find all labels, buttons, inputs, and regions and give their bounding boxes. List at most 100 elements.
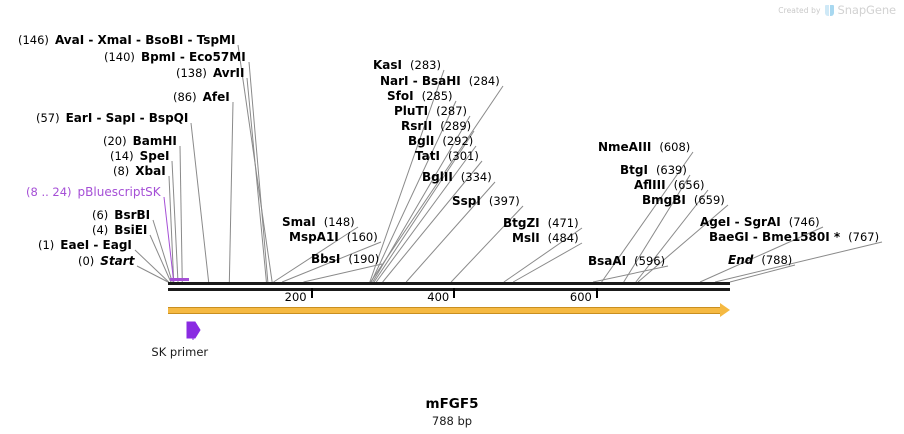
site-position: (596) (634, 254, 666, 268)
site-name-separator: - (175, 50, 189, 64)
orf-arrow-body[interactable] (168, 307, 721, 314)
restriction-site-sspi[interactable]: SspI (397) (452, 195, 520, 208)
site-name: EarI (65, 111, 93, 125)
site-position: (656) (673, 178, 705, 192)
site-name: BsrBI (114, 208, 151, 222)
site-name: AvaI (54, 33, 85, 47)
leader-line (729, 264, 796, 283)
restriction-site-end[interactable]: End (788) (728, 254, 792, 267)
site-name: BsaHI (421, 74, 461, 88)
site-position: (289) (440, 119, 472, 133)
restriction-site-xbai[interactable]: (8) XbaI (113, 165, 166, 178)
restriction-site-bsiei[interactable]: (4) BsiEI (92, 224, 147, 237)
site-position: (788) (761, 253, 793, 267)
ruler-tick-label: 600 (569, 290, 592, 304)
restriction-site-avai-cluster[interactable]: (146) AvaI - XmaI - BsoBI - TspMI (18, 34, 235, 47)
site-name: AgeI (700, 215, 731, 229)
site-name: BamHI (132, 134, 177, 148)
leader-line (237, 44, 273, 283)
site-name-separator: - (748, 230, 763, 244)
feature-name: pBluescriptSK (77, 185, 161, 199)
sk-primer-label: SK primer (151, 345, 209, 359)
site-name: BglII (422, 170, 453, 184)
restriction-site-msli[interactable]: MslI (484) (512, 232, 579, 245)
page-title: mFGF5 (425, 396, 479, 412)
restriction-site-bpmi-cluster[interactable]: (140) BpmI - Eco57MI (104, 51, 246, 64)
site-position: (284) (468, 74, 500, 88)
site-name: End (728, 253, 754, 267)
site-position: (86) (173, 90, 197, 104)
site-name: TatI (415, 149, 440, 163)
site-name: BbsI (311, 252, 341, 266)
site-position: (484) (547, 231, 579, 245)
ruler-tick-mark (453, 288, 456, 298)
site-position: (8) (113, 164, 130, 178)
restriction-site-nari-cluster[interactable]: NarI - BsaHI (284) (380, 75, 500, 88)
ruler-tick-mark (310, 288, 313, 298)
site-name-separator: - (183, 33, 197, 47)
restriction-site-bsrbi[interactable]: (6) BsrBI (92, 209, 150, 222)
site-name: BmgBI (642, 193, 686, 207)
site-position: (283) (410, 58, 441, 72)
site-name: SpeI (139, 149, 170, 163)
restriction-site-tati[interactable]: TatI (301) (415, 150, 479, 163)
restriction-site-bbsi[interactable]: BbsI (190) (311, 253, 379, 266)
restriction-site-afliii[interactable]: AflIII (656) (634, 179, 705, 192)
site-position: (14) (110, 149, 134, 163)
restriction-site-eari-cluster[interactable]: (57) EarI - SapI - BspQI (36, 112, 188, 125)
restriction-site-btgi[interactable]: BtgI (639) (620, 164, 687, 177)
site-name: BtgI (620, 163, 648, 177)
restriction-site-bglii[interactable]: BglII (334) (422, 171, 492, 184)
restriction-site-sfoi[interactable]: SfoI (285) (387, 90, 453, 103)
leader-line (134, 249, 170, 283)
site-name-separator: - (89, 238, 103, 252)
restriction-site-agei-cluster[interactable]: AgeI - SgrAI (746) (700, 216, 820, 229)
site-name: BaeGI (709, 230, 749, 244)
restriction-site-afei[interactable]: (86) AfeI (173, 91, 230, 104)
site-name: SspI (452, 194, 481, 208)
restriction-site-spei[interactable]: (14) SpeI (110, 150, 169, 163)
feature-bar-pbluescriptsk[interactable] (169, 278, 190, 281)
restriction-site-mspa1i[interactable]: MspA1I (160) (289, 231, 378, 244)
feature-label-pbluescriptsk[interactable]: (8 .. 24) pBluescriptSK (26, 186, 161, 199)
ruler-tick-label: 200 (284, 290, 307, 304)
site-position: (767) (848, 230, 880, 244)
leader-line (248, 61, 269, 283)
restriction-site-bamhi[interactable]: (20) BamHI (103, 135, 177, 148)
restriction-site-pluti[interactable]: PluTI (287) (394, 105, 467, 118)
restriction-site-baegi-cluster[interactable]: BaeGI - Bme1580I * (767) (709, 231, 879, 244)
restriction-site-bmgbi[interactable]: BmgBI (659) (642, 194, 725, 207)
site-position: (471) (547, 216, 579, 230)
ruler-tick-mark (595, 288, 598, 298)
restriction-site-start[interactable]: (0) Start (78, 255, 134, 268)
sk-primer-arrow[interactable] (185, 320, 201, 344)
site-name: BsaAI (588, 254, 627, 268)
site-position: (397) (488, 194, 520, 208)
site-name: SfoI (387, 89, 414, 103)
ruler-tick-label: 400 (427, 290, 450, 304)
snapgene-logo-icon (824, 4, 834, 16)
site-position: (285) (421, 89, 453, 103)
restriction-site-btgzi[interactable]: BtgZI (471) (503, 217, 579, 230)
site-name: SmaI (282, 215, 316, 229)
site-name: MspA1I (289, 230, 339, 244)
site-name: BsiEI (114, 223, 148, 237)
site-position: (57) (36, 111, 60, 125)
leader-line (190, 122, 210, 283)
site-position: (146) (18, 33, 49, 47)
leader-line (592, 265, 669, 283)
restriction-site-bgli[interactable]: BglI (292) (408, 135, 473, 148)
restriction-site-eaei-cluster[interactable]: (1) EaeI - EagI (38, 239, 132, 252)
restriction-site-avrii[interactable]: (138) AvrII (176, 67, 244, 80)
restriction-site-nmeaiii[interactable]: NmeAIII (608) (598, 141, 690, 154)
site-position: (659) (693, 193, 725, 207)
restriction-site-smai[interactable]: SmaI (148) (282, 216, 355, 229)
restriction-site-bsaai[interactable]: BsaAI (596) (588, 255, 665, 268)
sequence-backbone-bottom (168, 288, 730, 291)
site-position: (160) (346, 230, 378, 244)
site-position: (0) (78, 254, 95, 268)
site-position: (746) (788, 215, 820, 229)
restriction-site-rsrii[interactable]: RsrII (289) (401, 120, 471, 133)
orf-arrow-head[interactable] (720, 303, 730, 317)
restriction-site-kasi[interactable]: KasI (283) (373, 59, 441, 72)
